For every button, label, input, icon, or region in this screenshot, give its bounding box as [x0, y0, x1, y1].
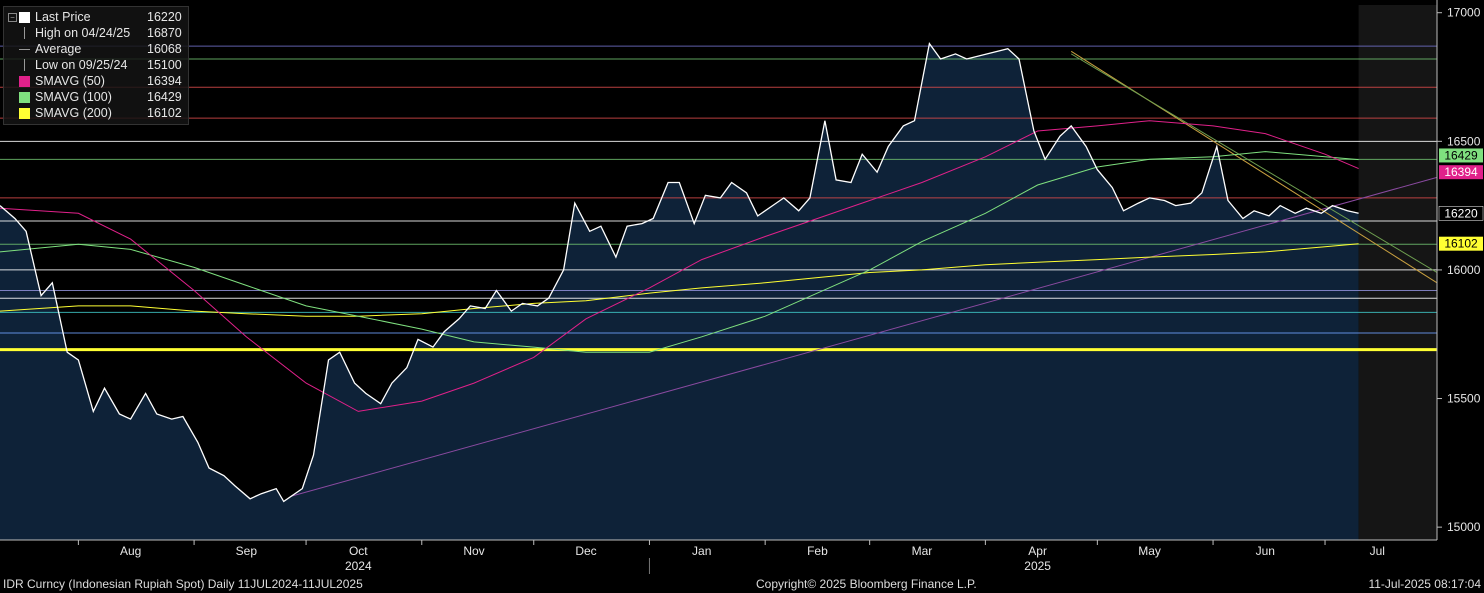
x-tick-label: Dec	[575, 544, 596, 558]
legend-value: 15100	[147, 58, 182, 72]
legend-label: SMAVG (50)	[35, 74, 105, 88]
legend-item-smavg-50[interactable]: SMAVG (50) 16394	[4, 73, 188, 89]
value-tag-label: 16220	[1444, 206, 1478, 220]
legend-value: 16068	[147, 42, 182, 56]
series-lines	[0, 42, 1359, 503]
value-tag-label: 16394	[1444, 165, 1478, 179]
legend-value: 16429	[147, 90, 182, 104]
legend-label: Last Price	[35, 10, 91, 24]
x-tick-label: Mar	[912, 544, 933, 558]
value-tag-label: 16102	[1444, 237, 1478, 251]
legend-value: 16102	[147, 106, 182, 120]
smavg-50-swatch-icon	[19, 76, 30, 87]
series-line-smavg-200	[0, 243, 1359, 317]
x-tick-label: May	[1138, 544, 1161, 558]
legend-item-average[interactable]: Average 16068	[4, 41, 188, 57]
series-line-smavg-100	[0, 151, 1359, 353]
value-tags: 16429 16394 16220 16102	[1438, 148, 1484, 251]
last-price-swatch-icon	[19, 12, 30, 23]
y-tick-label: 16000	[1447, 263, 1481, 277]
footer-copyright: Copyright© 2025 Bloomberg Finance L.P.	[756, 577, 977, 591]
trend-lines	[290, 50, 1438, 497]
y-tick-label: 16500	[1447, 134, 1481, 148]
legend-label: SMAVG (200)	[35, 106, 112, 120]
trend-line	[290, 176, 1438, 497]
smavg-100-swatch-icon	[19, 92, 30, 103]
x-tick-label: Jun	[1256, 544, 1275, 558]
legend-value: 16220	[147, 10, 182, 24]
average-marker-icon	[19, 49, 30, 50]
value-tag-box	[1439, 165, 1483, 180]
legend-panel: − Last Price 16220 High on 04/24/25 1687…	[3, 6, 189, 125]
legend-value: 16394	[147, 74, 182, 88]
x-tick-label: Nov	[463, 544, 484, 558]
legend-item-smavg-200[interactable]: SMAVG (200) 16102	[4, 105, 188, 121]
value-tag-box	[1439, 236, 1483, 251]
x-tick-label: Apr	[1028, 544, 1047, 558]
price-area-layer	[0, 5, 1437, 540]
x-tick-label: Sep	[236, 544, 258, 558]
smavg-200-swatch-icon	[19, 108, 30, 119]
x-tick-label: Feb	[807, 544, 828, 558]
y-tick-label: 15500	[1447, 392, 1481, 406]
value-tag-box	[1439, 148, 1483, 163]
legend-item-smavg-100[interactable]: SMAVG (100) 16429	[4, 89, 188, 105]
legend-label: Low on 09/25/24	[35, 58, 128, 72]
future-zone	[1358, 5, 1437, 540]
value-tag-box	[1438, 206, 1484, 221]
x-tick-label: Jan	[692, 544, 711, 558]
x-tick-label: Aug	[120, 544, 141, 558]
series-line-smavg-50	[0, 120, 1359, 412]
value-tag-label: 16429	[1444, 148, 1478, 162]
legend-label: Average	[35, 42, 82, 56]
x-tick-label: Jul	[1370, 544, 1385, 558]
x-year-label: 2025	[1024, 559, 1051, 573]
low-marker-icon	[24, 59, 25, 71]
legend-item-high[interactable]: High on 04/24/25 16870	[4, 25, 188, 41]
y-tick-label: 17000	[1447, 6, 1481, 20]
legend-value: 16870	[147, 26, 182, 40]
legend-label: High on 04/24/25	[35, 26, 131, 40]
axes: 15000 15500 16000 16500 17000 Aug Sep Oct Nov Dec…	[0, 0, 1481, 574]
x-year-label: 2024	[345, 559, 372, 573]
legend-item-last-price[interactable]: Last Price 16220	[4, 9, 188, 25]
high-marker-icon	[24, 27, 25, 39]
series-line-last-price	[0, 42, 1359, 503]
y-tick-label: 15000	[1447, 520, 1481, 534]
price-area-fill	[0, 43, 1359, 540]
footer-timestamp: 11-Jul-2025 08:17:04	[1368, 577, 1481, 591]
footer-security-description: IDR Curncy (Indonesian Rupiah Spot) Dail…	[3, 577, 363, 591]
legend-label: SMAVG (100)	[35, 90, 112, 104]
collapse-toggle-icon[interactable]: −	[8, 13, 17, 22]
legend-item-low[interactable]: Low on 09/25/24 15100	[4, 57, 188, 73]
x-tick-label: Oct	[349, 544, 368, 558]
trend-line	[1070, 53, 1438, 273]
